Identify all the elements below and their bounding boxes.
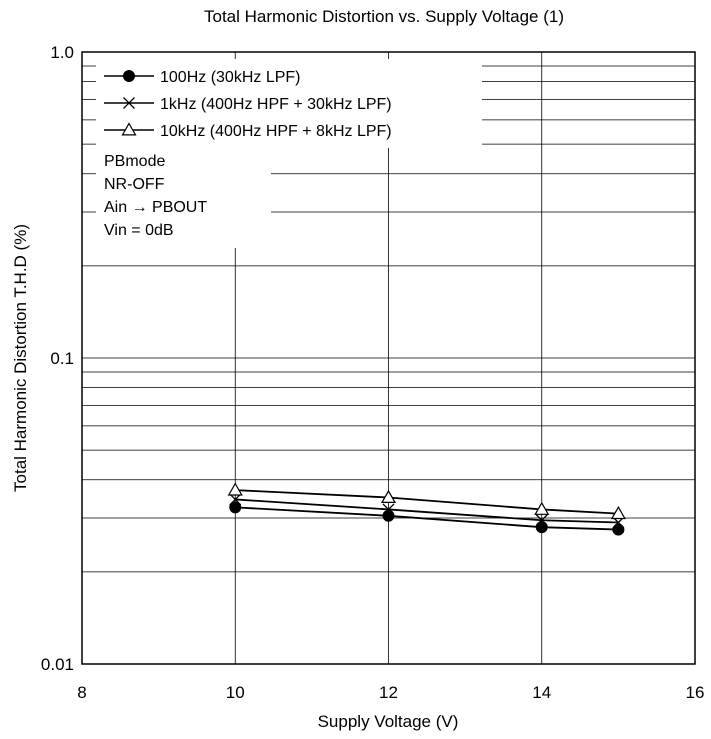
legend-marker-filled-circle	[123, 70, 135, 82]
x-tick-label: 8	[77, 683, 86, 702]
series-line	[235, 498, 619, 524]
y-tick-labels: 0.01 0.1 1.0	[41, 43, 74, 674]
legend-background	[96, 59, 482, 148]
data-point-cross	[535, 514, 548, 527]
legend-marker-open-triangle	[121, 122, 137, 136]
chart-title: Total Harmonic Distortion vs. Supply Vol…	[204, 7, 564, 26]
plot-frame	[81, 51, 696, 665]
legend-entry-label: 1kHz (400Hz HPF + 30kHz LPF)	[160, 96, 392, 113]
plot-area-frame	[81, 51, 696, 665]
condition-text: NR-OFF	[104, 176, 165, 193]
legend-entry-label: 100Hz (30kHz LPF)	[160, 69, 301, 86]
condition-text: Vin = 0dB	[104, 222, 174, 239]
data-point-open-triangle	[534, 501, 550, 515]
data-point-filled-circle	[535, 521, 548, 534]
data-point-filled-circle	[382, 509, 395, 522]
condition-text: Ain → PBOUT	[104, 199, 207, 216]
x-axis-label: Supply Voltage (V)	[318, 712, 459, 731]
legend-marker-cross	[123, 97, 135, 109]
data-point-open-triangle	[227, 482, 243, 496]
data-point-cross	[229, 493, 242, 506]
x-tick-label: 12	[379, 683, 398, 702]
x-tick-label: 14	[532, 683, 551, 702]
conditions-background	[96, 148, 271, 248]
data-point-filled-circle	[612, 523, 625, 536]
x-tick-label: 16	[686, 683, 705, 702]
legend-entry-label: 10kHz (400Hz HPF + 8kHz LPF)	[160, 123, 392, 140]
data-point-filled-circle	[229, 501, 242, 514]
data-point-cross	[382, 503, 395, 516]
legend-box: 100Hz (30kHz LPF) 1kHz (400Hz HPF + 30kHz…	[96, 59, 482, 248]
series-line	[235, 489, 619, 515]
y-tick-label: 0.1	[50, 349, 74, 368]
y-tick-label: 0.01	[41, 655, 74, 674]
x-tick-label: 10	[226, 683, 245, 702]
condition-text: PBmode	[104, 153, 165, 170]
y-axis-label: Total Harmonic Distortion T.H.D (%)	[11, 224, 30, 492]
data-point-open-triangle	[610, 505, 626, 520]
series-layer	[227, 482, 626, 536]
x-tick-labels: 8 10 12 14 16	[77, 683, 704, 702]
series-line	[235, 506, 619, 531]
data-point-open-triangle	[380, 489, 397, 503]
y-tick-label: 1.0	[50, 43, 74, 62]
